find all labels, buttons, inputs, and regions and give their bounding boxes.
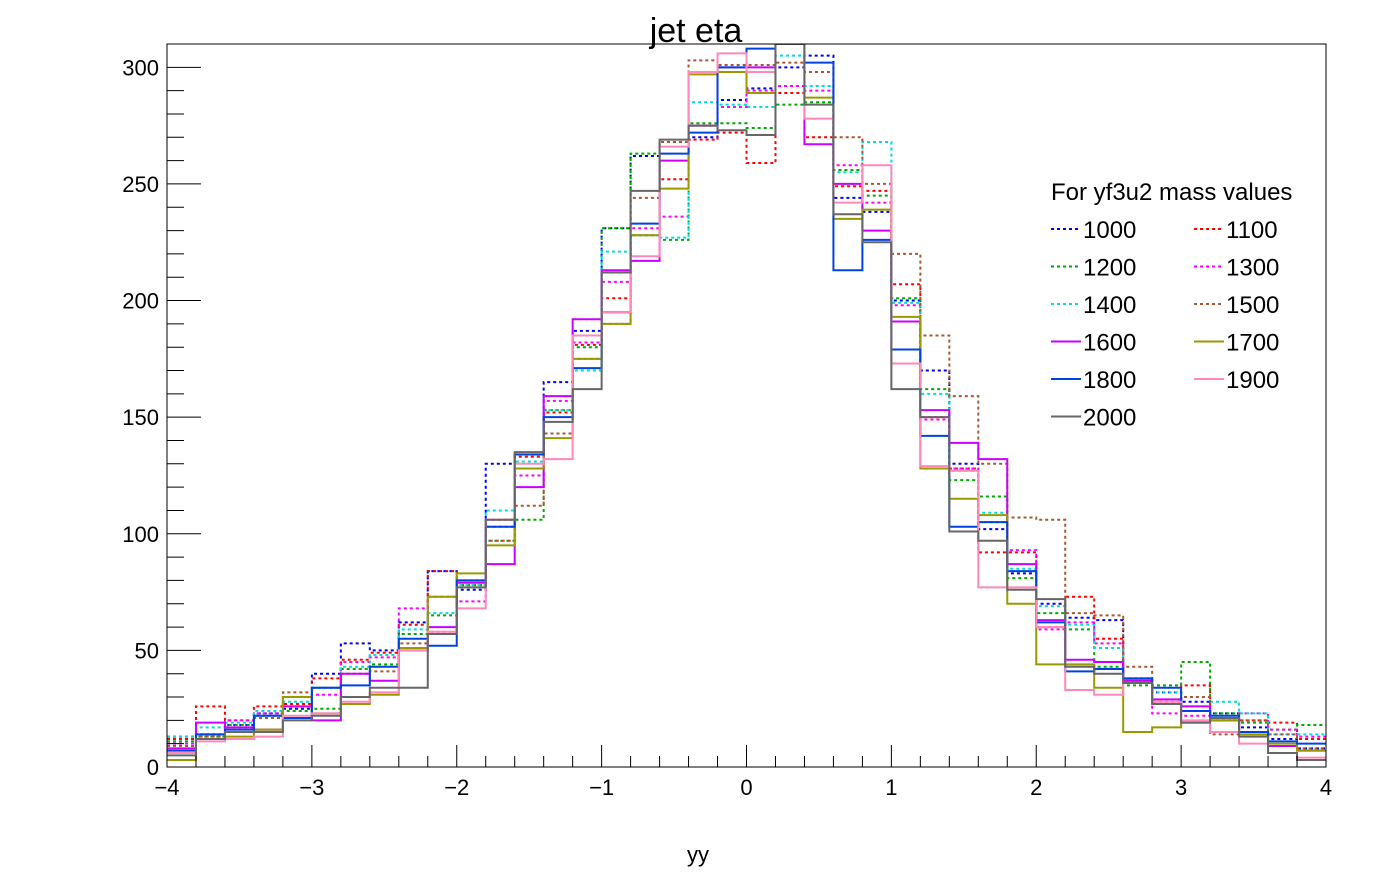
y-tick-label: 0 [147,755,159,780]
legend-entry-2000: 2000 [1083,405,1136,432]
y-tick-label: 50 [135,638,159,663]
legend-entry-1200: 1200 [1083,255,1136,282]
y-tick-label: 250 [122,172,159,197]
legend-title: For yf3u2 mass values [1051,179,1292,206]
chart-title: jet eta [649,12,743,50]
legend-entry-1900: 1900 [1226,367,1279,394]
x-tick-label: −2 [444,775,469,800]
series-layer [167,44,1326,762]
x-tick-label: −1 [589,775,614,800]
legend-entry-1800: 1800 [1083,367,1136,394]
legend-entry-1400: 1400 [1083,292,1136,319]
x-tick-label: 0 [740,775,752,800]
legend-entry-1100: 1100 [1226,217,1278,244]
x-tick-label: 3 [1175,775,1187,800]
legend: For yf3u2 mass values 1000 1100 1200 1300 14… [1051,179,1292,432]
y-tick-label: 300 [122,55,159,80]
legend-entry-1500: 1500 [1226,292,1279,319]
x-axis-label: yy [687,842,709,867]
y-tick-label: 100 [122,522,159,547]
x-tick-label: −3 [299,775,324,800]
x-tick-label: −4 [154,775,179,800]
series-line-1200 [167,101,1326,743]
series-line-2000 [167,44,1326,762]
x-tick-label: 2 [1030,775,1042,800]
x-tick-label: 4 [1320,775,1332,800]
ticks-layer: −4 −3 −2 −1 0 1 2 3 4 0 50 100 150 200 250 300 [122,43,1332,800]
legend-entry-1600: 1600 [1083,330,1136,357]
y-tick-label: 150 [122,405,159,430]
legend-entry-1700: 1700 [1226,330,1279,357]
legend-entry-1000: 1000 [1083,217,1136,244]
x-tick-label: 1 [885,775,897,800]
legend-entry-1300: 1300 [1226,255,1279,282]
y-tick-label: 200 [122,289,159,314]
